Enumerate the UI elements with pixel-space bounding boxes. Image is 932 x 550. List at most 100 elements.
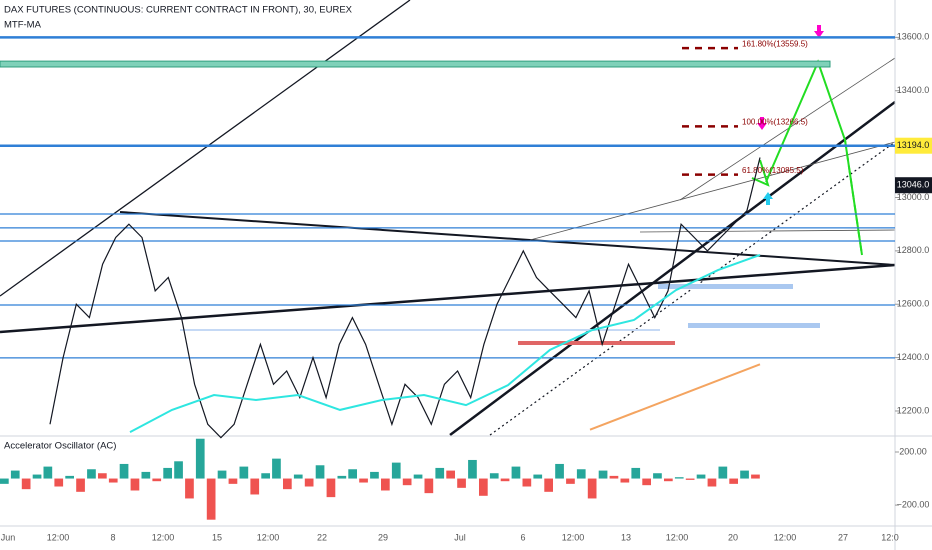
osc-bar (152, 478, 162, 482)
osc-bar (141, 471, 151, 479)
osc-bar (108, 478, 118, 483)
osc-bar (751, 474, 760, 479)
osc-bar (185, 478, 194, 499)
x-tick-label: 6 (520, 532, 525, 542)
x-tick-label: 12:00 (774, 532, 797, 542)
y-tick-label: 12800.0 (897, 245, 930, 255)
osc-bar (674, 477, 684, 479)
signal-arrow (814, 25, 824, 38)
channel-line (639, 229, 896, 233)
zone (688, 323, 820, 328)
indicator-name: MTF-MA (4, 20, 42, 31)
trend-line (0, 0, 411, 297)
osc-bar (76, 478, 85, 492)
osc-bar (65, 475, 74, 479)
price-badge (895, 137, 932, 154)
osc-bar (566, 478, 575, 484)
osc-bar (130, 478, 140, 491)
osc-tick-label: −200.00 (897, 499, 930, 509)
osc-bar (381, 478, 390, 491)
zone (180, 329, 660, 331)
osc-bar (718, 466, 728, 479)
osc-bar (250, 478, 260, 495)
osc-bar (435, 467, 445, 479)
x-tick-label: 12:00 (47, 532, 70, 542)
osc-bar (664, 478, 673, 482)
osc-bar (87, 469, 96, 479)
osc-bar (370, 471, 379, 479)
y-tick-label: 12400.0 (897, 352, 930, 362)
osc-bar (468, 459, 477, 479)
y-tick-label: 12600.0 (897, 299, 930, 309)
price-badge-label: 13194.0 (897, 140, 930, 150)
osc-bar (119, 463, 129, 479)
osc-bar (533, 474, 543, 479)
osc-bar (685, 478, 695, 480)
fib-label: 100.00%(13266.5) (742, 117, 808, 126)
osc-bar (424, 478, 434, 494)
osc-bar (489, 473, 499, 479)
osc-bar (326, 478, 336, 498)
x-tick-label: 22 (317, 532, 327, 542)
osc-bar (195, 438, 205, 479)
osc-bar (511, 466, 521, 479)
channel-line (529, 141, 896, 241)
x-tick-label: 12:0 (881, 532, 899, 542)
osc-bar (174, 461, 183, 479)
drawings (0, 0, 896, 437)
trend-line (119, 211, 896, 266)
y-tick-label: 13000.0 (897, 192, 930, 202)
osc-bar (598, 470, 608, 479)
fib-label: 161.80%(13559.5) (742, 39, 808, 48)
chart-title: DAX FUTURES (CONTINUOUS: CURRENT CONTRAC… (4, 5, 353, 16)
osc-bar (272, 458, 281, 479)
osc-bar (239, 466, 249, 479)
price-badge (895, 177, 932, 194)
osc-bar (261, 473, 270, 479)
zone (518, 341, 675, 345)
osc-bar (337, 475, 347, 479)
osc-bar (446, 470, 455, 479)
osc-bar (653, 473, 662, 479)
osc-bar (163, 467, 172, 479)
x-tick-label: 20 (728, 532, 738, 542)
osc-bar (54, 478, 64, 487)
osc-bar (479, 478, 488, 496)
osc-bar (620, 478, 630, 483)
osc-bar (21, 478, 31, 490)
osc-bar (315, 465, 325, 479)
series-line (589, 363, 761, 431)
osc-bar (43, 466, 53, 479)
osc-bar (631, 467, 641, 479)
fib-label: 61.80%(13085.5) (742, 166, 804, 175)
signal-arrow (763, 192, 773, 205)
x-tick-label: 12:00 (562, 532, 585, 542)
osc-bar (391, 462, 401, 479)
x-tick-label: 8 (110, 532, 115, 542)
osc-bar (707, 478, 717, 487)
osc-bar (522, 478, 532, 487)
osc-bar (500, 478, 510, 482)
x-tick-label: 29 (378, 532, 388, 542)
x-tick-label: 13 (621, 532, 631, 542)
signal-arrow (757, 117, 767, 130)
channel-line (679, 57, 896, 201)
osc-bar (544, 478, 553, 492)
osc-bar (217, 470, 227, 479)
osc-bar (413, 474, 423, 479)
projection-arrow (844, 139, 863, 256)
osc-bar (642, 478, 651, 486)
x-tick-label: 15 (212, 532, 222, 542)
osc-bar (609, 475, 619, 479)
osc-bar (457, 478, 466, 488)
osc-bar (0, 478, 9, 484)
osc-bar (283, 478, 292, 490)
x-tick-label: 12:00 (257, 532, 280, 542)
osc-bar (729, 478, 738, 484)
x-tick-label: 12:00 (666, 532, 689, 542)
projection-arrow (751, 159, 770, 187)
y-tick-label: 13600.0 (897, 32, 930, 42)
trend-line (0, 263, 896, 334)
osc-bar (576, 469, 586, 479)
